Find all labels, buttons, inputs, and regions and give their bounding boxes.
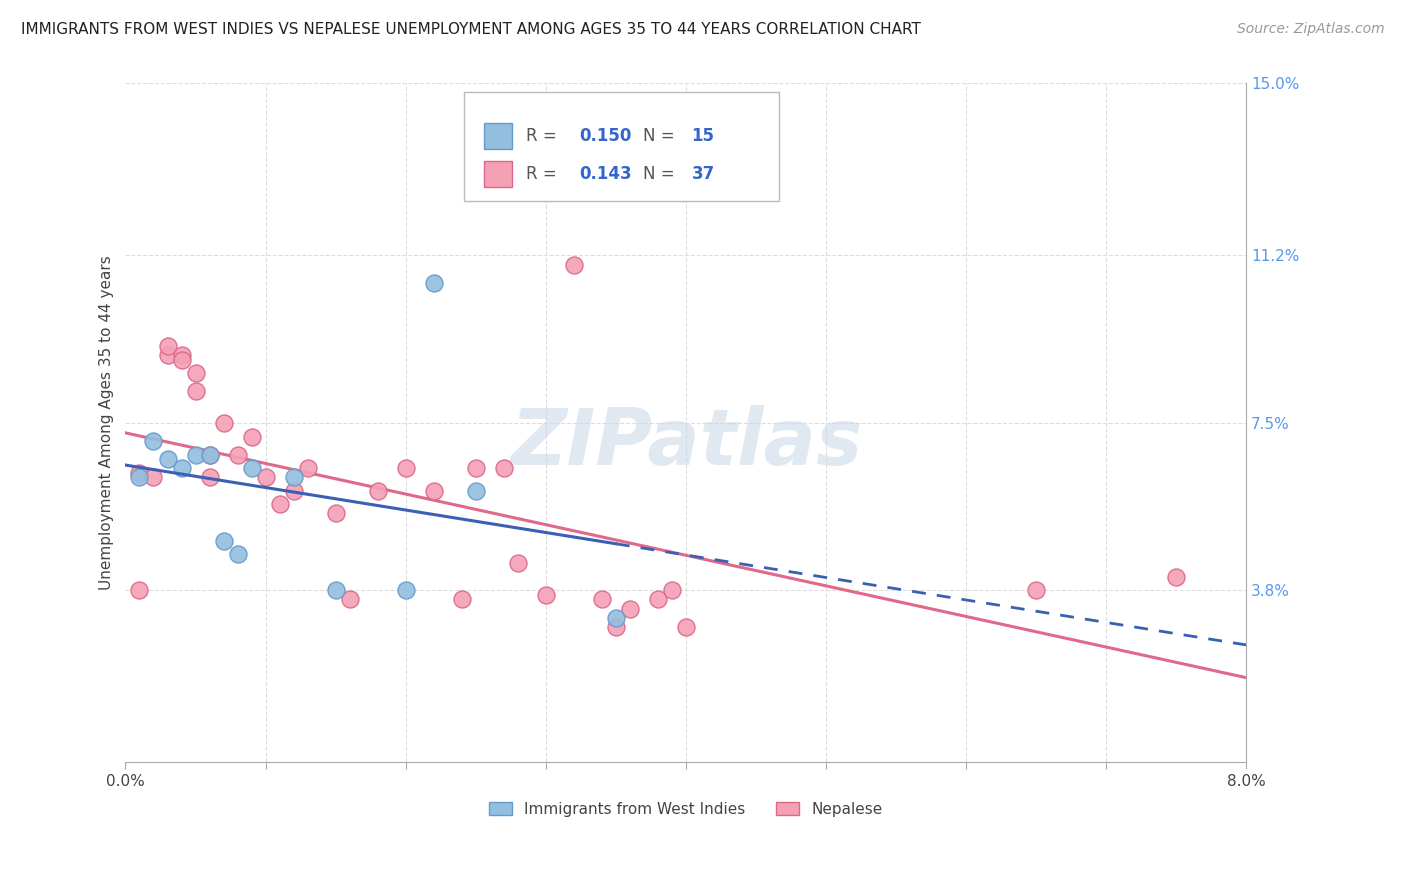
Point — [619, 601, 641, 615]
Point — [170, 348, 193, 362]
Text: 0.150: 0.150 — [579, 127, 631, 145]
Point — [170, 352, 193, 367]
Point — [492, 461, 515, 475]
Point — [269, 497, 291, 511]
Point — [675, 620, 697, 634]
Point — [156, 348, 179, 362]
Point — [647, 592, 669, 607]
Text: ZIPatlas: ZIPatlas — [510, 405, 862, 482]
Text: R =: R = — [526, 127, 561, 145]
Point — [422, 276, 444, 290]
Point — [464, 483, 486, 498]
Point — [184, 448, 207, 462]
Point — [156, 452, 179, 467]
Point — [240, 429, 263, 443]
FancyBboxPatch shape — [484, 123, 512, 149]
Point — [226, 547, 249, 561]
Point — [254, 470, 277, 484]
Point — [562, 258, 585, 272]
Point — [226, 448, 249, 462]
Point — [297, 461, 319, 475]
Point — [534, 588, 557, 602]
Text: R =: R = — [526, 165, 561, 183]
Point — [142, 470, 165, 484]
FancyBboxPatch shape — [464, 92, 779, 201]
Point — [395, 461, 418, 475]
Point — [198, 470, 221, 484]
Text: 37: 37 — [692, 165, 714, 183]
Point — [591, 592, 613, 607]
Point — [661, 583, 683, 598]
Point — [283, 470, 305, 484]
Text: IMMIGRANTS FROM WEST INDIES VS NEPALESE UNEMPLOYMENT AMONG AGES 35 TO 44 YEARS C: IMMIGRANTS FROM WEST INDIES VS NEPALESE … — [21, 22, 921, 37]
Point — [325, 583, 347, 598]
Text: 15: 15 — [692, 127, 714, 145]
Point — [339, 592, 361, 607]
Point — [450, 592, 472, 607]
Point — [325, 507, 347, 521]
Point — [156, 339, 179, 353]
Text: N =: N = — [644, 127, 681, 145]
Point — [128, 583, 150, 598]
Point — [1025, 583, 1047, 598]
Point — [128, 466, 150, 480]
Point — [605, 610, 627, 624]
Point — [212, 416, 235, 430]
Point — [506, 556, 529, 570]
Point — [395, 583, 418, 598]
Legend: Immigrants from West Indies, Nepalese: Immigrants from West Indies, Nepalese — [484, 796, 889, 822]
FancyBboxPatch shape — [484, 161, 512, 186]
Y-axis label: Unemployment Among Ages 35 to 44 years: Unemployment Among Ages 35 to 44 years — [100, 256, 114, 591]
Text: Source: ZipAtlas.com: Source: ZipAtlas.com — [1237, 22, 1385, 37]
Text: 0.143: 0.143 — [579, 165, 633, 183]
Point — [170, 461, 193, 475]
Point — [240, 461, 263, 475]
Point — [367, 483, 389, 498]
Point — [198, 448, 221, 462]
Point — [128, 470, 150, 484]
Point — [184, 384, 207, 399]
Point — [142, 434, 165, 448]
Point — [605, 620, 627, 634]
Point — [464, 461, 486, 475]
Point — [283, 483, 305, 498]
Point — [1166, 570, 1188, 584]
Text: N =: N = — [644, 165, 681, 183]
Point — [422, 483, 444, 498]
Point — [184, 366, 207, 380]
Point — [198, 448, 221, 462]
Point — [212, 533, 235, 548]
